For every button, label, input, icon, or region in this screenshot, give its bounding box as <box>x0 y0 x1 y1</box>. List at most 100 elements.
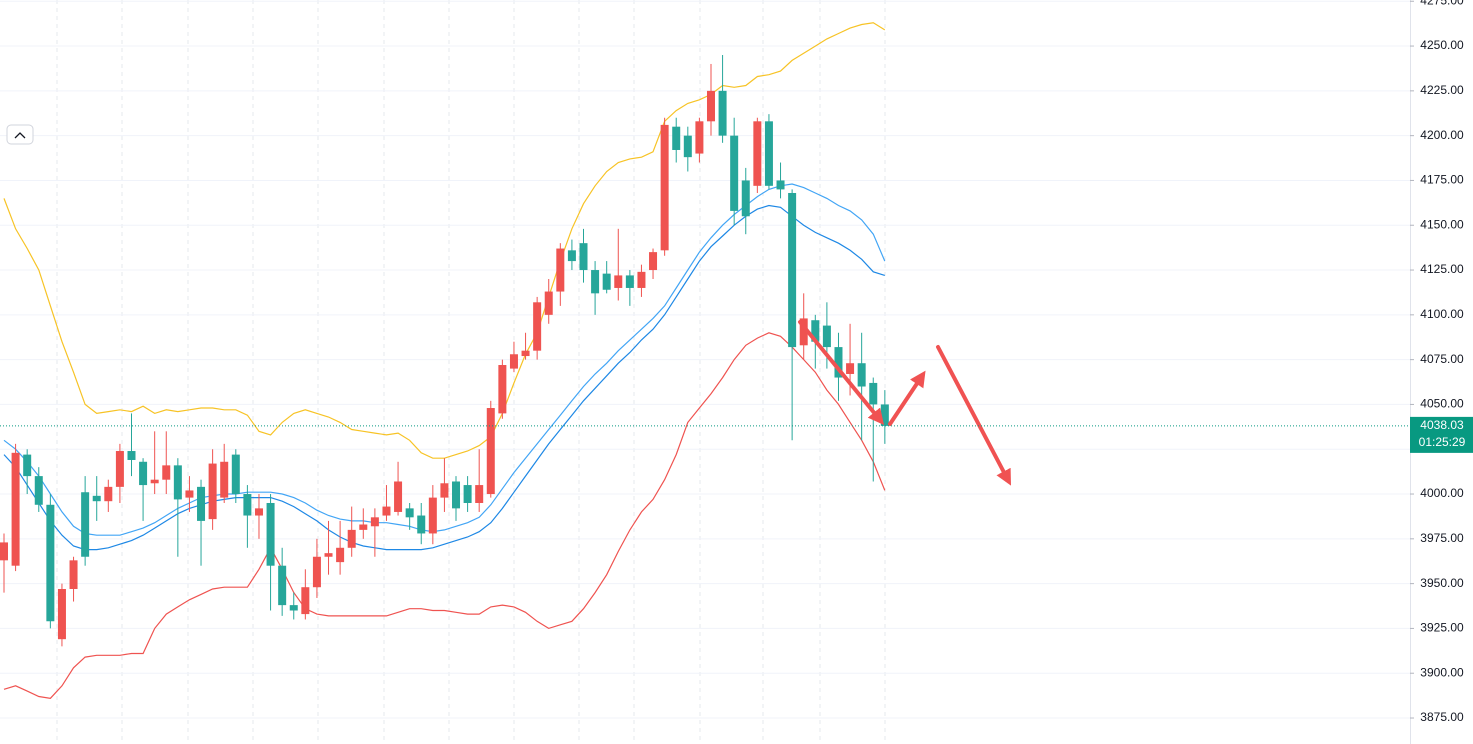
candle-body <box>394 481 403 512</box>
candle-body <box>278 565 287 606</box>
candle-body <box>533 302 542 351</box>
indicator-line <box>3 332 886 699</box>
candle-body <box>266 502 275 566</box>
candle-body <box>104 486 113 502</box>
candle-body <box>822 325 831 348</box>
y-tick-label: 3875.00 <box>1420 710 1464 724</box>
candle-body <box>370 517 379 527</box>
candle-body <box>625 275 634 288</box>
candle-body <box>683 135 692 158</box>
y-tick-label: 4000.00 <box>1420 486 1464 500</box>
candle-body <box>382 506 391 516</box>
candle-body <box>57 589 66 640</box>
candle-body <box>312 556 321 588</box>
price-label-box <box>1410 416 1473 453</box>
candle-body <box>799 318 808 346</box>
time-grid <box>56 0 886 744</box>
y-tick-label: 4225.00 <box>1420 83 1464 97</box>
candle-body <box>185 490 194 498</box>
candle-body <box>162 465 171 480</box>
candle-body <box>591 270 600 294</box>
indicator-line <box>3 22 886 459</box>
candle-body <box>614 275 623 288</box>
y-tick-label: 3975.00 <box>1420 531 1464 545</box>
candle-body <box>139 461 148 486</box>
candle-body <box>150 479 159 484</box>
candle-body <box>92 495 101 502</box>
candle-body <box>509 354 518 369</box>
y-tick-label: 4175.00 <box>1420 173 1464 187</box>
candle-body <box>463 485 472 503</box>
candle-body <box>23 454 32 477</box>
collapse-button[interactable] <box>6 124 34 145</box>
y-tick-label: 3950.00 <box>1420 576 1464 590</box>
candle-body <box>231 454 240 495</box>
candle-body <box>417 515 426 534</box>
candle-body <box>115 451 124 487</box>
candle-body <box>0 542 8 561</box>
candle-body <box>544 291 553 315</box>
y-tick-label: 4075.00 <box>1420 352 1464 366</box>
candle-body <box>602 273 611 290</box>
candle-body <box>324 553 333 557</box>
candle-body <box>301 587 310 615</box>
candle-body <box>788 192 797 348</box>
candle-body <box>34 476 43 505</box>
candle-body <box>173 465 182 500</box>
candle-body <box>811 320 820 342</box>
candle-body <box>11 452 20 566</box>
indicator-line <box>3 204 885 551</box>
candle-body <box>857 363 866 387</box>
y-tick-label: 4050.00 <box>1420 397 1464 411</box>
candle-body <box>498 365 507 414</box>
candle-body <box>69 560 78 589</box>
candle-body <box>81 492 90 557</box>
candle-body <box>579 243 588 271</box>
candle-body <box>706 90 715 122</box>
arrow <box>888 370 926 426</box>
candle-body <box>660 124 669 251</box>
candle-body <box>753 121 762 186</box>
candle-body <box>567 250 576 262</box>
arrow <box>936 345 1011 486</box>
y-tick-label: 4250.00 <box>1420 38 1464 52</box>
candle-body <box>730 135 739 211</box>
candle-body <box>834 347 843 378</box>
candle-body <box>486 408 495 495</box>
candle-body <box>452 481 461 509</box>
price-axis <box>1410 0 1473 744</box>
candle-body <box>521 350 530 357</box>
y-tick-label: 4150.00 <box>1420 217 1464 231</box>
candle-body <box>336 547 345 563</box>
candle-body <box>254 508 263 516</box>
candle-body <box>764 121 773 186</box>
candle-body <box>243 494 252 516</box>
candle-body <box>289 605 298 611</box>
candle-body <box>347 529 356 548</box>
candle-body <box>46 504 55 622</box>
candle-body <box>776 180 785 190</box>
candle-body <box>869 382 878 405</box>
candle-body <box>208 463 217 520</box>
y-tick-label: 3900.00 <box>1420 665 1464 679</box>
candle-body <box>718 90 727 136</box>
drawn-arrows <box>798 320 1011 486</box>
candle-body <box>880 404 889 426</box>
y-tick-label: 4200.00 <box>1420 128 1464 142</box>
candle-body <box>359 524 368 530</box>
last-price-label: 4038.03 <box>1420 418 1464 432</box>
candle-body <box>672 126 681 150</box>
y-tick-label: 4100.00 <box>1420 307 1464 321</box>
arrow <box>798 320 885 425</box>
candle-body <box>695 121 704 154</box>
indicator-line <box>3 183 886 536</box>
candle-body <box>741 180 750 217</box>
candle-body <box>405 508 414 518</box>
candle-body <box>637 271 646 288</box>
countdown-label: 01:25:29 <box>1419 435 1466 449</box>
candle-body <box>440 483 449 498</box>
candle-body <box>428 497 437 534</box>
candle-body <box>649 252 658 271</box>
y-tick-label: 4125.00 <box>1420 262 1464 276</box>
